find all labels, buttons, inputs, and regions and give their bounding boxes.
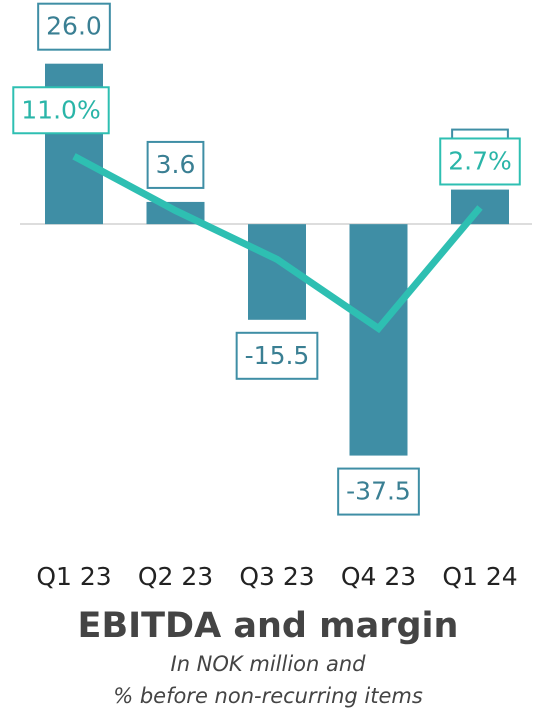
chart-subtitle: In NOK million and xyxy=(171,652,367,676)
x-tick-label: Q2 23 xyxy=(138,562,213,591)
x-tick-label: Q3 23 xyxy=(239,562,314,591)
value-label: 26.0 xyxy=(46,12,102,41)
value-label: 3.6 xyxy=(156,150,196,179)
bar xyxy=(451,189,509,225)
chart-subtitle: % before non-recurring items xyxy=(113,684,423,708)
value-label-box xyxy=(37,2,111,51)
value-label-box xyxy=(439,137,521,186)
chart-title: EBITDA and margin xyxy=(78,606,459,646)
value-label-box xyxy=(146,140,205,189)
value-label: -37.5 xyxy=(346,477,411,506)
value-label-box xyxy=(12,86,110,135)
value-label: -15.5 xyxy=(245,341,310,370)
x-tick-label: Q1 23 xyxy=(36,562,111,591)
value-label-box xyxy=(235,331,319,380)
margin-line xyxy=(72,153,483,334)
value-label: 2.7% xyxy=(448,146,512,175)
x-tick-label: Q1 24 xyxy=(442,562,517,591)
bar xyxy=(349,224,408,456)
x-tick-label: Q4 23 xyxy=(341,562,416,591)
value-label: 11.0% xyxy=(21,95,100,124)
value-label-box xyxy=(337,467,420,516)
